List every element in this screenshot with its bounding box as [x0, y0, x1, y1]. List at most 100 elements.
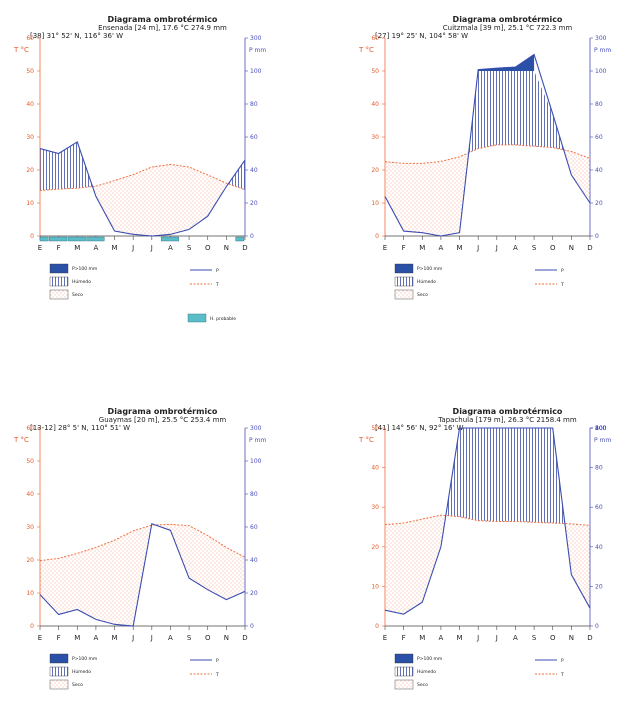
- humid-period-area: [446, 428, 565, 524]
- diagram-coords: [41] 14° 56' N, 92° 16' W: [375, 424, 464, 432]
- t-tick-label: 20: [371, 167, 379, 174]
- diagram-subtitle: Guaymas [20 m], 25.5 °C 253.4 mm: [99, 416, 227, 424]
- t-tick-label: 50: [26, 68, 34, 75]
- legend-p-label: P: [561, 658, 564, 664]
- legend-superhumid-label: P>100 mm: [72, 266, 97, 272]
- t-tick-label: 30: [26, 134, 34, 141]
- p-tick-label: 300: [595, 425, 607, 432]
- t-tick-label: 60: [26, 35, 34, 42]
- p-tick-label: 60: [250, 524, 258, 531]
- legend-humid-label: Húmedo: [72, 668, 91, 675]
- month-label: J: [150, 244, 153, 252]
- month-label: D: [242, 244, 247, 252]
- diagram-subtitle: Ensenada [24 m], 17.6 °C 274.9 mm: [98, 24, 227, 32]
- month-label: D: [587, 244, 592, 252]
- month-label: S: [532, 634, 537, 642]
- month-label: O: [550, 244, 556, 252]
- diagram-title: Diagrama ombrotérmico: [453, 14, 563, 24]
- month-label: A: [94, 244, 99, 252]
- precipitation-line: [384, 53, 591, 237]
- month-label: M: [74, 634, 80, 642]
- legend-humid-label: Húmedo: [417, 278, 436, 285]
- month-label: F: [57, 244, 61, 252]
- month-label: S: [187, 634, 192, 642]
- legend: P>100 mm Húmedo Seco P T: [394, 263, 564, 300]
- t-tick-label: 30: [371, 504, 379, 511]
- month-label: A: [168, 634, 173, 642]
- frost-month-bar: [86, 236, 105, 242]
- p-tick-label: 0: [250, 233, 254, 240]
- frost-month-bar: [49, 236, 68, 242]
- p-tick-label: 20: [250, 590, 258, 597]
- month-label: N: [224, 244, 229, 252]
- month-label: A: [439, 244, 444, 252]
- y-axis-left-label: T °C: [13, 436, 29, 444]
- p-tick-label: 40: [595, 544, 603, 551]
- month-label: F: [402, 244, 406, 252]
- diagram-title: Diagrama ombrotérmico: [108, 14, 218, 24]
- month-label: E: [383, 244, 387, 252]
- frost-month-bar: [39, 236, 49, 242]
- diagram-title: Diagrama ombrotérmico: [453, 406, 563, 416]
- t-tick-label: 40: [371, 101, 379, 108]
- p-tick-label: 20: [595, 583, 603, 590]
- p-tick-label: 0: [595, 233, 599, 240]
- p-tick-label: 60: [595, 134, 603, 141]
- p-tick-label: 100: [595, 425, 607, 432]
- temperature-line: [39, 523, 246, 562]
- p-tick-label: 60: [595, 504, 603, 511]
- superhumid-area: [478, 54, 535, 71]
- legend-superhumid-label: P>100 mm: [417, 656, 442, 662]
- legend-t-label: T: [560, 282, 564, 288]
- t-tick-label: 40: [371, 465, 379, 472]
- y-axis-right-label: P mm: [594, 437, 611, 444]
- frost-month-bar: [67, 236, 86, 242]
- p-tick-label: 100: [595, 68, 607, 75]
- precipitation-line: [39, 141, 246, 237]
- month-label: M: [112, 634, 118, 642]
- t-tick-label: 40: [26, 101, 34, 108]
- t-tick-label: 20: [26, 557, 34, 564]
- p-tick-label: 80: [250, 491, 258, 498]
- t-tick-label: 50: [371, 68, 379, 75]
- legend-humid-label: Húmedo: [417, 668, 436, 675]
- legend-superhumid-label: P>100 mm: [72, 656, 97, 662]
- month-label: N: [569, 634, 574, 642]
- legend-frost-label: H. probable: [210, 316, 236, 322]
- frost-month-bar: [160, 236, 179, 242]
- diagram-coords: [27] 19° 25' N, 104° 58' W: [375, 32, 468, 40]
- legend-dry-label: Seco: [417, 292, 428, 298]
- dry-period-area: [385, 149, 590, 236]
- p-tick-label: 300: [250, 425, 262, 432]
- month-label: A: [439, 634, 444, 642]
- diagram-subtitle: Tapachula [179 m], 26.3 °C 2158.4 mm: [437, 416, 577, 424]
- month-label: E: [38, 244, 42, 252]
- p-tick-label: 300: [250, 35, 262, 42]
- t-tick-label: 0: [375, 233, 379, 240]
- p-tick-label: 100: [250, 458, 262, 465]
- t-tick-label: 30: [26, 524, 34, 531]
- legend: P>100 mm Húmedo Seco P T: [49, 653, 219, 690]
- temperature-line: [384, 514, 591, 526]
- legend-t-label: T: [560, 672, 564, 678]
- month-label: J: [131, 634, 134, 642]
- p-tick-label: 80: [250, 101, 258, 108]
- month-label: J: [495, 634, 498, 642]
- month-label: A: [513, 634, 518, 642]
- month-label: A: [168, 244, 173, 252]
- y-axis-right-label: P mm: [249, 437, 266, 444]
- t-tick-label: 0: [30, 623, 34, 630]
- month-label: E: [383, 634, 387, 642]
- dry-period-area: [93, 164, 229, 236]
- diagram-subtitle: Cuitzmala [39 m], 25.1 °C 722.3 mm: [443, 24, 573, 32]
- t-tick-label: 20: [26, 167, 34, 174]
- p-tick-label: 20: [595, 200, 603, 207]
- month-label: A: [94, 634, 99, 642]
- month-label: F: [57, 634, 61, 642]
- month-label: M: [419, 634, 425, 642]
- legend-p-label: P: [216, 658, 219, 664]
